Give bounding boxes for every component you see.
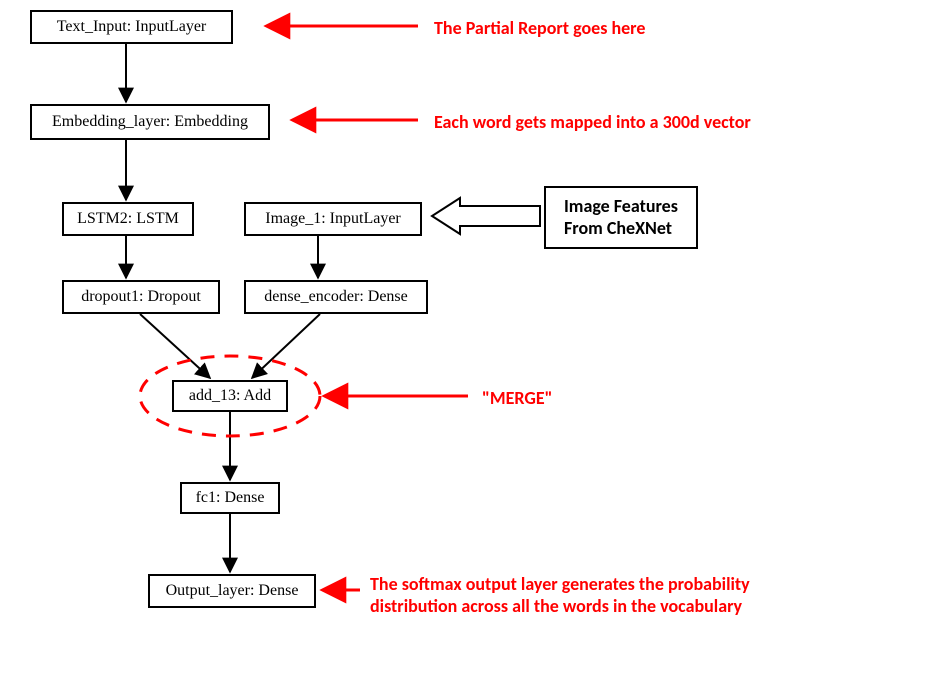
node-dense-encoder: dense_encoder: Dense [244, 280, 428, 314]
node-embedding: Embedding_layer: Embedding [30, 104, 270, 140]
annotation-output-line2: distribution across all the words in the… [370, 596, 750, 618]
annotation-merge: "MERGE" [482, 388, 553, 410]
node-lstm: LSTM2: LSTM [62, 202, 194, 236]
feature-box-line1: Image Features [564, 196, 678, 218]
edge [252, 314, 320, 378]
node-fc1: fc1: Dense [180, 482, 280, 514]
annotation-partial-report: The Partial Report goes here [434, 18, 645, 40]
annotation-output: The softmax output layer generates the p… [370, 574, 750, 617]
node-dropout: dropout1: Dropout [62, 280, 220, 314]
node-image-input: Image_1: InputLayer [244, 202, 422, 236]
feature-box-line2: From CheXNet [564, 218, 678, 240]
hollow-arrow-icon [432, 198, 540, 234]
annotation-output-line1: The softmax output layer generates the p… [370, 574, 750, 596]
annotation-embedding: Each word gets mapped into a 300d vector [434, 112, 751, 134]
node-text-input: Text_Input: InputLayer [30, 10, 233, 44]
feature-box: Image Features From CheXNet [544, 186, 698, 249]
node-output: Output_layer: Dense [148, 574, 316, 608]
edge [140, 314, 210, 378]
node-add: add_13: Add [172, 380, 288, 412]
